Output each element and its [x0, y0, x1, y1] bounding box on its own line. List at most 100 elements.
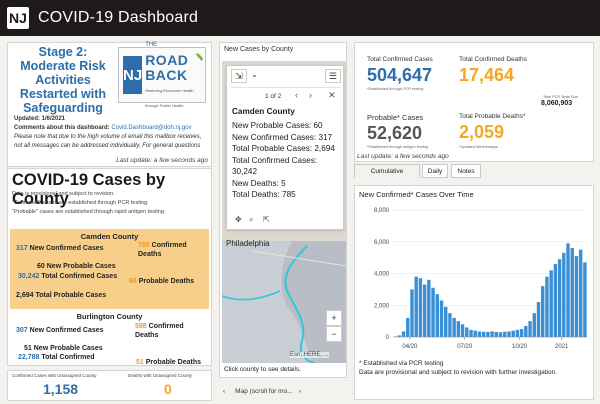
bar[interactable]: [553, 263, 558, 337]
road-logo-back: BACK: [145, 66, 188, 83]
bar[interactable]: [503, 331, 507, 337]
bar[interactable]: [566, 243, 570, 337]
bar[interactable]: [406, 317, 410, 337]
county-list-notes: Data is provisional and subject to revis…: [12, 190, 165, 217]
county-note-2: "Confirmed" cases are established throug…: [12, 200, 149, 206]
chevron-down-icon[interactable]: ⌄: [251, 70, 258, 79]
bar[interactable]: [435, 294, 439, 337]
bar[interactable]: [498, 332, 503, 337]
bar[interactable]: [515, 329, 520, 337]
county-total-confirmed: 30,242 Total Confirmed Cases: [18, 273, 118, 280]
info-text: Updated: 1/6/2021 Comments about this da…: [14, 115, 209, 151]
bar[interactable]: [486, 331, 490, 337]
pcr-tests-label: Total PCR Tests Run: [543, 95, 578, 99]
chart-footnote-2: Data are provisional and subject to revi…: [359, 369, 557, 376]
county-total-probable: 2,694 Total Probable Cases: [16, 292, 107, 299]
county-card-burlington[interactable]: Burlington County 307 New Confirmed Case…: [10, 312, 209, 365]
tab-daily[interactable]: Daily: [422, 164, 448, 178]
bar[interactable]: [532, 313, 536, 337]
list-icon[interactable]: ☰: [325, 69, 341, 83]
bar[interactable]: [528, 321, 532, 337]
county-list-panel[interactable]: COVID-19 Cases by County Data is provisi…: [7, 168, 212, 366]
bar[interactable]: [401, 331, 406, 337]
bar[interactable]: [439, 300, 444, 337]
stage-title: Stage 2: Moderate Risk Activities Restar…: [19, 45, 107, 115]
county-card-camden[interactable]: Camden County 317 New Confirmed Cases 78…: [10, 229, 209, 309]
bar[interactable]: [578, 249, 583, 337]
unassigned-cases-value: 1,158: [43, 381, 79, 397]
bar[interactable]: [507, 331, 511, 337]
unassigned-cases-label: Confirmed Cases with Unassigned County: [12, 373, 97, 378]
map-attribution[interactable]: Esri, HERE, ...: [290, 352, 329, 358]
chart-footnotes: * Established via PCR testing Data are p…: [359, 359, 591, 377]
bar[interactable]: [397, 335, 402, 337]
bar[interactable]: [583, 262, 587, 337]
comments-email-link[interactable]: Covid.Dashboard@doh.nj.gov: [111, 125, 192, 131]
pcr-tests-value: 8,060,903: [541, 100, 573, 107]
bar[interactable]: [481, 331, 486, 337]
next-icon[interactable]: ›: [309, 90, 312, 100]
close-icon[interactable]: ✕: [328, 90, 336, 100]
bar[interactable]: [448, 313, 452, 337]
zoom-out-icon[interactable]: −: [326, 326, 342, 342]
bar[interactable]: [422, 284, 427, 337]
prev-icon[interactable]: ‹: [295, 90, 298, 100]
bar[interactable]: [473, 330, 477, 337]
county-note-1: Data is provisional and subject to revis…: [12, 191, 115, 197]
probable-deaths-label: Total Probable Deaths*: [459, 113, 526, 120]
popup-line: Total Probable Cases: 2,694: [232, 144, 335, 153]
y-tick-label: 8,000: [374, 208, 390, 214]
bar[interactable]: [444, 306, 448, 337]
bar[interactable]: [541, 286, 545, 337]
dock-icon[interactable]: ⇲: [231, 69, 247, 83]
dock-popup-icon[interactable]: ⇱: [263, 215, 270, 224]
move-icon[interactable]: ✥: [235, 215, 242, 224]
popup-county-name: Camden County: [232, 107, 295, 116]
bar[interactable]: [469, 329, 473, 337]
bar[interactable]: [562, 252, 566, 337]
x-tick-label: 2021: [555, 344, 569, 350]
bar[interactable]: [549, 270, 553, 337]
zoom-in-icon[interactable]: +: [326, 310, 342, 326]
county-total-confirmed: 22,788 Total Confirmed: [18, 354, 95, 361]
bar[interactable]: [452, 317, 456, 337]
county-confirmed-deaths: 588 Confirmed Deaths: [135, 323, 184, 339]
info-last-update: Last update: a few seconds ago: [116, 157, 208, 164]
bar[interactable]: [519, 329, 524, 337]
tab-notes[interactable]: Notes: [451, 164, 481, 178]
total-confirmed-note: *Established through PCR testing: [367, 87, 424, 91]
bar[interactable]: [511, 330, 515, 337]
nav-next-icon[interactable]: ›: [298, 387, 301, 395]
bar[interactable]: [570, 248, 574, 337]
county-new-confirmed: 307 New Confirmed Cases: [16, 327, 104, 334]
zoom-to-icon[interactable]: ⌕: [249, 215, 254, 224]
bar[interactable]: [431, 287, 435, 337]
bar[interactable]: [410, 289, 414, 337]
nav-prev-icon[interactable]: ‹: [223, 387, 226, 395]
bar[interactable]: [494, 331, 499, 337]
map-nav: ‹ Map (scroll for mo... ›: [219, 382, 347, 400]
bar[interactable]: [460, 324, 465, 337]
bar[interactable]: [574, 256, 579, 337]
y-tick-label: 0: [386, 335, 390, 341]
popup-divider: [231, 87, 341, 88]
bar[interactable]: [490, 331, 494, 337]
bar[interactable]: [414, 276, 418, 337]
total-deaths-label: Total Confirmed Deaths: [459, 56, 527, 63]
bar[interactable]: [427, 279, 431, 337]
unassigned-deaths-label: Deaths with Unassigned County: [128, 373, 193, 378]
tab-cumulative[interactable]: Cumulative: [354, 164, 420, 178]
bar[interactable]: [545, 276, 549, 337]
total-confirmed-label: Total Confirmed Cases: [367, 56, 433, 63]
cases-over-time-chart[interactable]: 0 2,000 4,000 6,000 8,000 04/20 07/20 10/20 2021: [355, 202, 595, 357]
probable-deaths-note: *Updated Wednesdays: [459, 145, 498, 149]
bar[interactable]: [536, 302, 541, 337]
nav-label[interactable]: Map (scroll for mo...: [235, 387, 293, 395]
bar[interactable]: [477, 331, 482, 337]
bar[interactable]: [456, 321, 461, 337]
bar[interactable]: [524, 325, 528, 337]
bar[interactable]: [418, 278, 423, 337]
county-new-probable: 51 New Probable Cases: [24, 345, 103, 352]
bar[interactable]: [557, 259, 562, 337]
bar[interactable]: [465, 327, 469, 337]
